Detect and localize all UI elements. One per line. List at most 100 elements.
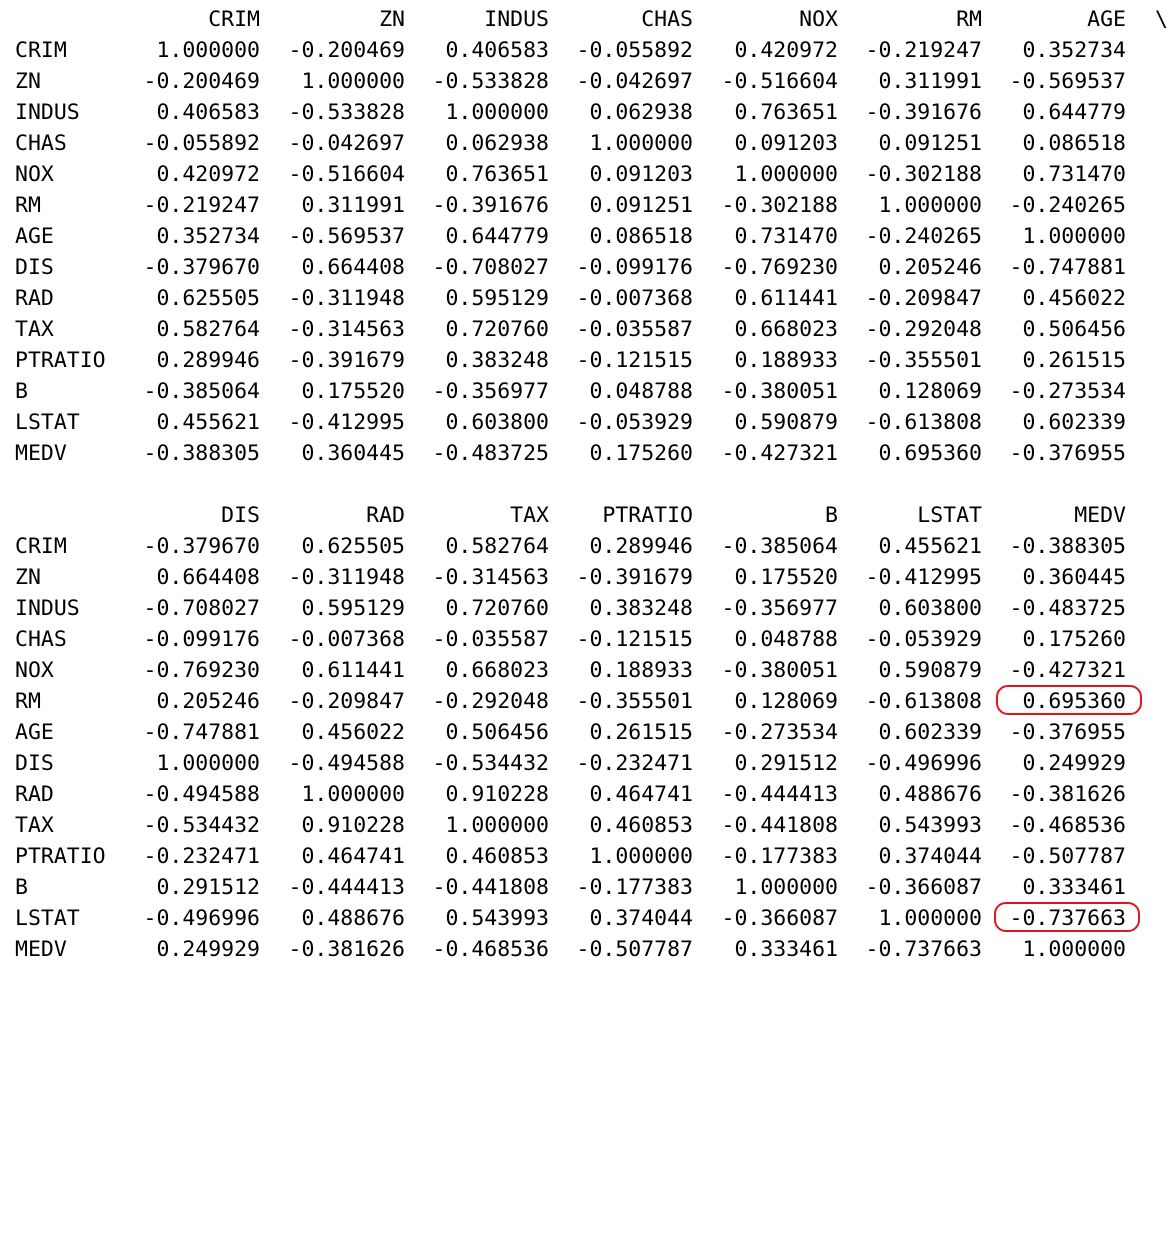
- table-cell: 0.289946: [589, 534, 693, 559]
- table-cell: -0.007368: [576, 286, 694, 311]
- column-header: AGE: [1087, 7, 1126, 32]
- table-cell: -0.042697: [288, 131, 406, 156]
- table-row: PTRATIO 0.289946 -0.391679 0.383248 -0.1…: [0, 345, 1175, 376]
- table-cell: -0.427321: [1009, 658, 1127, 683]
- table-cell: -0.494588: [143, 782, 261, 807]
- table-cell: -0.412995: [288, 410, 406, 435]
- table-cell: 1.000000: [878, 193, 982, 218]
- table-cell: 0.352734: [1022, 38, 1126, 63]
- table-cell: -0.391679: [288, 348, 406, 373]
- table-cell: 0.488676: [878, 782, 982, 807]
- table-cell: 1.000000: [1022, 937, 1126, 962]
- table-cell: 0.291512: [156, 875, 260, 900]
- table-cell: 0.763651: [445, 162, 549, 187]
- table-cell: 0.360445: [301, 441, 405, 466]
- column-header: INDUS: [484, 7, 549, 32]
- row-label: TAX: [15, 813, 54, 838]
- row-label: LSTAT: [15, 906, 80, 931]
- line-continuation-mark: \: [1155, 7, 1168, 32]
- table-cell: -0.507787: [576, 937, 694, 962]
- table-cell: -0.747881: [143, 720, 261, 745]
- table-cell: -0.292048: [865, 317, 983, 342]
- table-cell: -0.441808: [721, 813, 839, 838]
- table-cell: 0.543993: [878, 813, 982, 838]
- table-cell: 0.910228: [301, 813, 405, 838]
- table-cell: 0.625505: [301, 534, 405, 559]
- table-cell: -0.381626: [1009, 782, 1127, 807]
- table-cell: 0.311991: [878, 69, 982, 94]
- table-cell: -0.391679: [576, 565, 694, 590]
- table-cell: -0.427321: [721, 441, 839, 466]
- table-cell: -0.200469: [143, 69, 261, 94]
- highlighted-cell: 0.695360: [1022, 689, 1126, 714]
- table-cell: 0.205246: [878, 255, 982, 280]
- column-header: ZN: [379, 7, 405, 32]
- table-cell: 0.360445: [1022, 565, 1126, 590]
- row-label: B: [15, 379, 28, 404]
- table-row: AGE -0.747881 0.456022 0.506456 0.261515…: [0, 717, 1175, 748]
- row-label: TAX: [15, 317, 54, 342]
- table-cell: -0.444413: [721, 782, 839, 807]
- table-cell: 1.000000: [445, 813, 549, 838]
- table-cell: -0.569537: [1009, 69, 1127, 94]
- table-cell: 0.582764: [445, 534, 549, 559]
- column-header: RAD: [366, 503, 405, 528]
- table-cell: 0.602339: [1022, 410, 1126, 435]
- table-cell: -0.273534: [1009, 379, 1127, 404]
- table-cell: -0.379670: [143, 534, 261, 559]
- table-row: NOX -0.769230 0.611441 0.668023 0.188933…: [0, 655, 1175, 686]
- table-cell: -0.391676: [432, 193, 550, 218]
- table-row: DIS 1.000000 -0.494588 -0.534432 -0.2324…: [0, 748, 1175, 779]
- table-cell: -0.381626: [288, 937, 406, 962]
- table-cell: 0.464741: [301, 844, 405, 869]
- table-row: RM -0.219247 0.311991 -0.391676 0.091251…: [0, 190, 1175, 221]
- table-cell: 0.333461: [734, 937, 838, 962]
- table-cell: -0.385064: [721, 534, 839, 559]
- table-cell: -0.314563: [432, 565, 550, 590]
- table-cell: 0.543993: [445, 906, 549, 931]
- table-cell: 0.175260: [589, 441, 693, 466]
- table-cell: -0.232471: [576, 751, 694, 776]
- row-label: RM: [15, 689, 41, 714]
- table-cell: 0.506456: [445, 720, 549, 745]
- table-cell: -0.292048: [432, 689, 550, 714]
- table-cell: -0.412995: [865, 565, 983, 590]
- table-cell: 1.000000: [445, 100, 549, 125]
- table-row: INDUS 0.406583 -0.533828 1.000000 0.0629…: [0, 97, 1175, 128]
- table-cell: -0.219247: [143, 193, 261, 218]
- table-cell: 0.603800: [878, 596, 982, 621]
- table-cell: 0.048788: [589, 379, 693, 404]
- table-cell: 0.086518: [1022, 131, 1126, 156]
- table-cell: 0.668023: [445, 658, 549, 683]
- row-label: NOX: [15, 658, 54, 683]
- row-label: PTRATIO: [15, 844, 106, 869]
- table-cell: 0.644779: [445, 224, 549, 249]
- table-cell: 1.000000: [156, 751, 260, 776]
- table-cell: -0.516604: [288, 162, 406, 187]
- table-cell: -0.737663: [865, 937, 983, 962]
- table-cell: -0.055892: [143, 131, 261, 156]
- table-cell: -0.121515: [576, 348, 694, 373]
- table-cell: 1.000000: [1022, 224, 1126, 249]
- table-cell: 0.175520: [301, 379, 405, 404]
- table-cell: -0.569537: [288, 224, 406, 249]
- table-cell: 0.311991: [301, 193, 405, 218]
- table-cell: 0.175260: [1022, 627, 1126, 652]
- table-cell: -0.366087: [865, 875, 983, 900]
- row-label: MEDV: [15, 441, 67, 466]
- table-cell: 0.456022: [301, 720, 405, 745]
- table-cell: 0.625505: [156, 286, 260, 311]
- table-row: ZN -0.200469 1.000000 -0.533828 -0.04269…: [0, 66, 1175, 97]
- row-label: CHAS: [15, 627, 67, 652]
- row-label: AGE: [15, 224, 54, 249]
- column-header: B: [825, 503, 838, 528]
- table-cell: -0.483725: [432, 441, 550, 466]
- table-cell: -0.356977: [721, 596, 839, 621]
- table-cell: -0.273534: [721, 720, 839, 745]
- table-cell: 0.763651: [734, 100, 838, 125]
- table-cell: 0.062938: [589, 100, 693, 125]
- table-cell: -0.708027: [432, 255, 550, 280]
- table-row: PTRATIO -0.232471 0.464741 0.460853 1.00…: [0, 841, 1175, 872]
- table-cell: -0.355501: [576, 689, 694, 714]
- table-cell: 0.720760: [445, 317, 549, 342]
